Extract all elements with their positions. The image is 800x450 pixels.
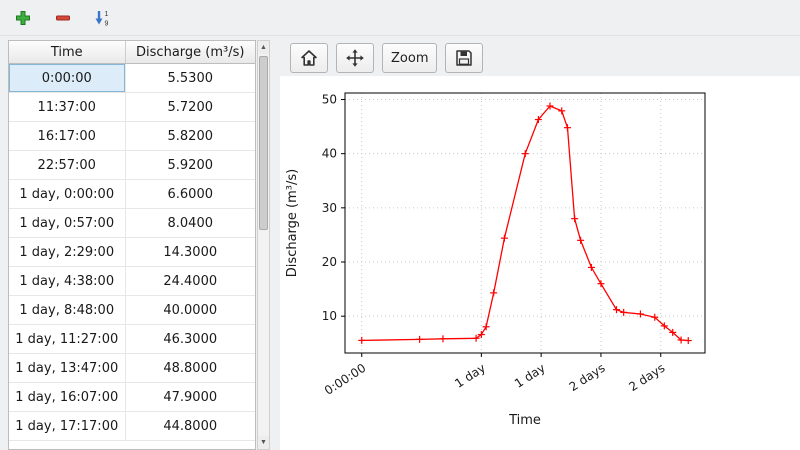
- time-cell[interactable]: 22:57:00: [9, 150, 126, 180]
- discharge-cell[interactable]: 5.5300: [125, 63, 255, 93]
- time-cell[interactable]: 16:17:00: [9, 121, 126, 151]
- table-row[interactable]: 1 day, 4:38:00 24.4000: [9, 266, 255, 296]
- discharge-cell[interactable]: 44.8000: [125, 411, 255, 441]
- discharge-chart[interactable]: 0:00:00 1 day 1 day 2 days 2 days 10 20 30 40 50 T…: [280, 76, 800, 450]
- zoom-button[interactable]: Zoom: [382, 43, 438, 73]
- svg-text:Time: Time: [508, 413, 541, 428]
- svg-text:50: 50: [322, 93, 337, 107]
- svg-text:10: 10: [322, 309, 337, 323]
- table-header-row: Time Discharge (m³/s): [9, 41, 255, 64]
- svg-text:9: 9: [105, 20, 109, 27]
- time-cell[interactable]: 1 day, 0:57:00: [9, 208, 126, 238]
- svg-text:Discharge (m³/s): Discharge (m³/s): [285, 169, 300, 277]
- time-cell[interactable]: 1 day, 8:48:00: [9, 295, 126, 325]
- discharge-cell[interactable]: 46.3000: [125, 324, 255, 354]
- table-row[interactable]: 1 day, 2:29:00 14.3000: [9, 237, 255, 267]
- discharge-cell[interactable]: 24.4000: [125, 266, 255, 296]
- svg-text:40: 40: [322, 147, 337, 161]
- time-cell[interactable]: 1 day, 17:17:00: [9, 411, 126, 441]
- time-cell[interactable]: 1 day, 16:07:00: [9, 382, 126, 412]
- column-header-discharge[interactable]: Discharge (m³/s): [125, 41, 255, 64]
- svg-text:20: 20: [322, 255, 337, 269]
- chart-panel: Zoom 0:00:00 1 day 1 day 2 days 2 days 10 20 30…: [280, 40, 800, 450]
- delete-row-button[interactable]: [50, 5, 76, 31]
- remove-icon: [56, 15, 70, 20]
- discharge-cell[interactable]: 8.0400: [125, 208, 255, 238]
- chart-toolbar: Zoom: [280, 40, 800, 76]
- discharge-cell[interactable]: 14.3000: [125, 237, 255, 267]
- main-toolbar: 1 9: [0, 0, 800, 36]
- scroll-down-button[interactable]: ▼: [258, 436, 269, 449]
- column-header-time[interactable]: Time: [9, 41, 126, 64]
- save-icon: [456, 50, 473, 66]
- scrollbar-thumb[interactable]: [259, 56, 268, 230]
- time-cell[interactable]: 1 day, 2:29:00: [9, 237, 126, 267]
- svg-text:1 day: 1 day: [452, 361, 488, 391]
- discharge-cell[interactable]: 5.7200: [125, 92, 255, 122]
- time-cell[interactable]: 1 day, 13:47:00: [9, 353, 126, 383]
- home-icon: [301, 50, 317, 66]
- svg-text:1: 1: [105, 11, 109, 18]
- table-row[interactable]: 1 day, 8:48:00 40.0000: [9, 295, 255, 325]
- sort-button[interactable]: 1 9: [90, 5, 116, 31]
- discharge-cell[interactable]: 5.8200: [125, 121, 255, 151]
- discharge-cell[interactable]: 5.9200: [125, 150, 255, 180]
- discharge-cell[interactable]: 40.0000: [125, 295, 255, 325]
- table-row[interactable]: 0:00:00 5.5300: [9, 63, 255, 93]
- time-cell[interactable]: 1 day, 11:27:00: [9, 324, 126, 354]
- table-scrollbar[interactable]: ▲ ▼: [257, 40, 270, 450]
- table-row[interactable]: 1 day, 16:07:00 47.9000: [9, 382, 255, 412]
- svg-text:30: 30: [322, 201, 337, 215]
- table-row[interactable]: 16:17:00 5.8200: [9, 121, 255, 151]
- time-cell[interactable]: 11:37:00: [9, 92, 126, 122]
- time-cell[interactable]: 1 day, 4:38:00: [9, 266, 126, 296]
- save-button[interactable]: [445, 43, 484, 73]
- add-icon: [16, 10, 30, 25]
- table-row[interactable]: 1 day, 0:00:00 6.6000: [9, 179, 255, 209]
- scroll-up-button[interactable]: ▲: [258, 41, 269, 54]
- table-row[interactable]: 1 day, 11:27:00 46.3000: [9, 324, 255, 354]
- time-cell[interactable]: 0:00:00: [9, 63, 126, 93]
- table-row[interactable]: 22:57:00 5.9200: [9, 150, 255, 180]
- timeseries-table: Time Discharge (m³/s) 0:00:00 5.5300 11:37…: [8, 40, 256, 450]
- timeseries-table-panel: Time Discharge (m³/s) 0:00:00 5.5300 11:37…: [8, 40, 270, 450]
- discharge-cell[interactable]: 47.9000: [125, 382, 255, 412]
- sort-ascending-icon: 1 9: [95, 10, 109, 27]
- pan-button[interactable]: [336, 43, 374, 73]
- svg-text:1 day: 1 day: [512, 361, 548, 391]
- svg-text:0:00:00: 0:00:00: [322, 361, 368, 398]
- table-row[interactable]: 1 day, 0:57:00 8.0400: [9, 208, 255, 238]
- svg-text:2 days: 2 days: [626, 361, 667, 394]
- discharge-cell[interactable]: 48.8000: [125, 353, 255, 383]
- scrollbar-track[interactable]: [258, 54, 269, 436]
- discharge-cell[interactable]: 6.6000: [125, 179, 255, 209]
- add-row-button[interactable]: [10, 5, 36, 31]
- table-row[interactable]: 11:37:00 5.7200: [9, 92, 255, 122]
- pan-icon: [346, 49, 364, 67]
- home-button[interactable]: [290, 43, 328, 73]
- zoom-button-label: Zoom: [391, 50, 429, 66]
- table-row[interactable]: 1 day, 17:17:00 44.8000: [9, 411, 255, 441]
- table-body: 0:00:00 5.5300 11:37:00 5.7200 16:17:00 5.820…: [9, 63, 255, 441]
- svg-text:2 days: 2 days: [567, 361, 608, 394]
- time-cell[interactable]: 1 day, 0:00:00: [9, 179, 126, 209]
- table-row[interactable]: 1 day, 13:47:00 48.8000: [9, 353, 255, 383]
